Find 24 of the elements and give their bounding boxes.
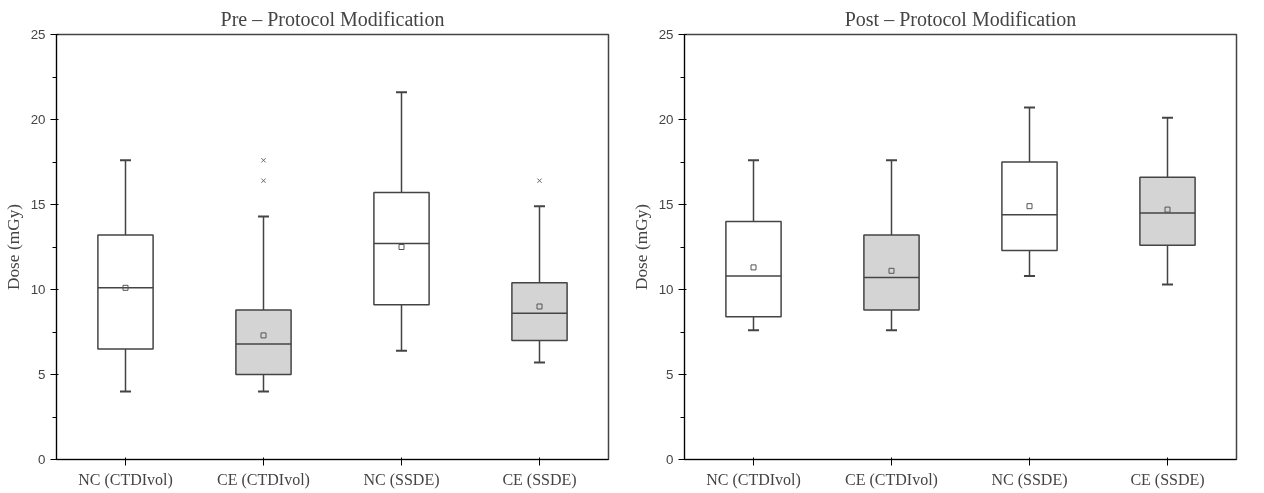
y-tick-label: 20 <box>30 112 46 127</box>
y-axis-title: Dose (mGy) <box>631 203 651 291</box>
y-axis-title: Dose (mGy) <box>3 203 23 291</box>
y-tick-label: 0 <box>38 452 46 467</box>
y-tick-label: 25 <box>30 27 46 42</box>
y-tick-label: 0 <box>666 452 674 467</box>
y-tick-label: 15 <box>658 197 674 212</box>
x-tick-label: CE (SSDE) <box>1130 470 1205 489</box>
y-tick-label: 10 <box>658 282 674 297</box>
x-tick-label: NC (CTDIvol) <box>78 470 173 489</box>
x-tick-label: CE (SSDE) <box>502 470 577 489</box>
x-tick-label: NC (CTDIvol) <box>706 470 801 489</box>
y-tick-label: 5 <box>666 367 674 382</box>
y-tick-label: 25 <box>658 27 674 42</box>
y-tick-label: 20 <box>658 112 674 127</box>
y-tick-label: 10 <box>30 282 46 297</box>
y-tick-label: 15 <box>30 197 46 212</box>
chart-title: Post – Protocol Modification <box>844 7 1077 30</box>
chart-title: Pre – Protocol Modification <box>220 7 445 30</box>
x-tick-label: CE (CTDIvol) <box>217 470 310 489</box>
x-tick-label: CE (CTDIvol) <box>845 470 938 489</box>
y-tick-label: 5 <box>38 367 46 382</box>
x-tick-label: NC (SSDE) <box>363 470 440 489</box>
x-tick-label: NC (SSDE) <box>991 470 1068 489</box>
